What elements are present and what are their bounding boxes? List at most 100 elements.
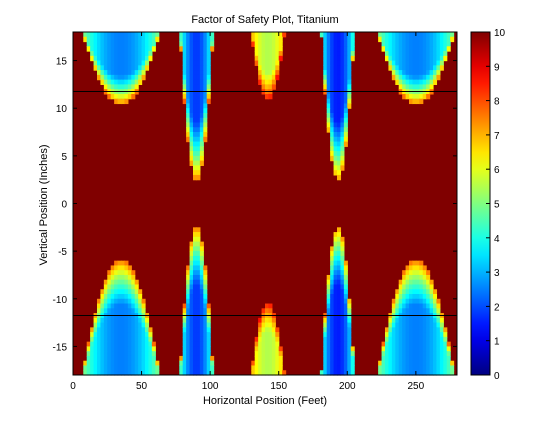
heatmap-cell — [433, 41, 438, 47]
heatmap-cell — [340, 370, 345, 376]
heatmap-cell — [261, 70, 266, 76]
heatmap-cell — [443, 351, 448, 357]
heatmap-cell — [97, 351, 102, 357]
heatmap-cell — [124, 70, 129, 76]
heatmap-cell — [439, 322, 444, 328]
heatmap-cell — [422, 32, 427, 38]
heatmap-cell — [337, 112, 342, 119]
colorbar-tick-label: 1 — [494, 337, 500, 348]
heatmap-cell — [402, 370, 407, 376]
heatmap-cell — [443, 55, 448, 62]
heatmap-cell — [347, 98, 352, 105]
heatmap-cell — [395, 370, 400, 376]
heatmap-cell — [124, 360, 129, 367]
heatmap-cell — [419, 355, 424, 362]
heatmap-cell — [203, 336, 208, 343]
heatmap-cell — [426, 322, 431, 328]
heatmap-cell — [402, 284, 407, 290]
heatmap-cell — [381, 41, 386, 47]
heatmap-cell — [343, 117, 348, 124]
heatmap-cell — [93, 65, 98, 71]
heatmap-cell — [138, 79, 143, 85]
heatmap-cell — [385, 36, 390, 43]
heatmap-cell — [193, 65, 198, 71]
heatmap-cell — [199, 265, 204, 271]
heatmap-cell — [203, 103, 208, 109]
heatmap-cell — [436, 55, 441, 62]
heatmap-cell — [326, 127, 331, 133]
heatmap-cell — [333, 289, 338, 295]
heatmap-cell — [121, 270, 126, 276]
heatmap-cell — [134, 370, 139, 376]
heatmap-cell — [131, 274, 136, 281]
heatmap-cell — [337, 98, 342, 105]
heatmap-cell — [268, 365, 273, 371]
heatmap-cell — [405, 55, 410, 62]
heatmap-cell — [196, 74, 201, 81]
heatmap-cell — [182, 341, 187, 348]
heatmap-cell — [196, 270, 201, 276]
heatmap-cell — [193, 146, 198, 152]
heatmap-cell — [107, 322, 112, 328]
heatmap-cell — [124, 322, 129, 328]
heatmap-cell — [337, 332, 342, 338]
heatmap-cell — [326, 360, 331, 367]
heatmap-cell — [199, 155, 204, 162]
heatmap-cell — [391, 298, 396, 305]
heatmap-cell — [271, 336, 276, 343]
heatmap-cell — [196, 308, 201, 314]
heatmap-cell — [127, 93, 132, 100]
reference-lines — [73, 91, 457, 316]
heatmap-cell — [412, 317, 417, 324]
heatmap-cell — [186, 60, 191, 66]
heatmap-cell — [343, 355, 348, 362]
heatmap-cell — [121, 265, 126, 271]
heatmap-cell — [110, 84, 115, 90]
heatmap-cell — [333, 41, 338, 47]
heatmap-cell — [333, 246, 338, 252]
heatmap-cell — [412, 289, 417, 295]
heatmap-cell — [415, 70, 420, 76]
heatmap-cell — [398, 317, 403, 324]
heatmap-cell — [343, 136, 348, 143]
heatmap-cell — [405, 336, 410, 343]
heatmap-cell — [254, 351, 259, 357]
heatmap-cell — [391, 41, 396, 47]
heatmap-cell — [343, 336, 348, 343]
heatmap-cell — [268, 51, 273, 57]
heatmap-cell — [330, 260, 335, 267]
heatmap-cell — [182, 308, 187, 314]
heatmap-cell — [265, 79, 270, 85]
heatmap-cell — [391, 370, 396, 376]
heatmap-cell — [121, 317, 126, 324]
heatmap-cell — [182, 327, 187, 333]
heatmap-cell — [179, 370, 184, 376]
heatmap-cell — [409, 265, 414, 271]
heatmap-cell — [323, 346, 328, 352]
heatmap-cell — [422, 60, 427, 66]
heatmap-cell — [186, 298, 191, 305]
heatmap-cell — [203, 127, 208, 133]
heatmap-cell — [145, 341, 150, 348]
heatmap-cell — [271, 365, 276, 371]
heatmap-cell — [323, 360, 328, 367]
heatmap-cell — [265, 332, 270, 338]
heatmap-cell — [206, 84, 211, 90]
heatmap-cell — [258, 74, 263, 81]
heatmap-cell — [275, 351, 280, 357]
heatmap-cell — [326, 322, 331, 328]
heatmap-cell — [422, 79, 427, 85]
heatmap-cell — [340, 284, 345, 290]
heatmap-cell — [385, 346, 390, 352]
heatmap-cell — [145, 365, 150, 371]
heatmap-cell — [333, 303, 338, 309]
heatmap-cell — [385, 32, 390, 38]
heatmap-cell — [251, 370, 256, 376]
heatmap-cell — [151, 365, 156, 371]
heatmap-cell — [199, 160, 204, 166]
heatmap-cell — [110, 294, 115, 300]
heatmap-cell — [333, 298, 338, 305]
heatmap-cell — [439, 370, 444, 376]
heatmap-cell — [93, 332, 98, 338]
heatmap-cell — [419, 60, 424, 66]
